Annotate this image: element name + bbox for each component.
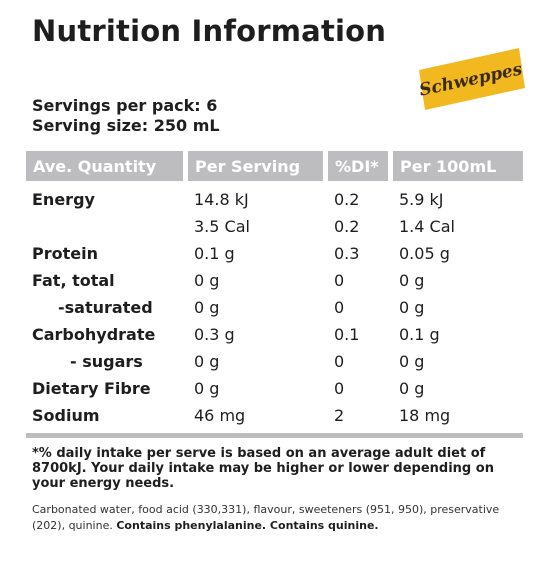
per-100ml-value: 0 g: [399, 298, 425, 317]
nutrient-name: - sugars: [70, 352, 143, 371]
daily-intake-value: 0.3: [334, 244, 360, 263]
page-title: Nutrition Information: [32, 14, 387, 48]
table-row: Energy 14.8 kJ 0.2 5.9 kJ: [26, 181, 523, 213]
daily-intake-value: 0.1: [334, 325, 360, 344]
header-per-100ml: Per 100mL: [393, 151, 523, 181]
per-serving-value: 14.8 kJ: [194, 190, 249, 209]
nutrient-name: Dietary Fibre: [32, 379, 151, 398]
ingredients-list: Carbonated water, food acid (330,331), f…: [32, 503, 500, 532]
table-row: 3.5 Cal 0.2 1.4 Cal: [26, 213, 523, 240]
per-100ml-value: 18 mg: [399, 406, 451, 425]
nutrient-name: Sodium: [32, 406, 100, 425]
daily-intake-value: 0.2: [334, 190, 360, 209]
schweppes-logo: Schweppes: [418, 48, 525, 110]
nutrient-name: -saturated: [58, 298, 153, 317]
servings-per-pack: Servings per pack: 6: [32, 96, 218, 115]
nutrition-table: Ave. Quantity Per Serving %DI* Per 100mL…: [26, 151, 523, 435]
serving-size: Serving size: 250 mL: [32, 116, 220, 135]
nutrient-name: Energy: [32, 190, 95, 209]
per-100ml-value: 5.9 kJ: [399, 190, 444, 209]
logo-badge: [419, 48, 525, 110]
table-row: Protein 0.1 g 0.3 0.05 g: [26, 240, 523, 267]
per-100ml-value: 1.4 Cal: [399, 217, 455, 236]
daily-intake-value: 2: [334, 406, 345, 425]
daily-intake-value: 0: [334, 379, 345, 398]
table-header-row: Ave. Quantity Per Serving %DI* Per 100mL: [26, 151, 523, 181]
per-100ml-value: 0.1 g: [399, 325, 440, 344]
per-serving-value: 0 g: [194, 379, 220, 398]
table-row: Carbohydrate 0.3 g 0.1 0.1 g: [26, 321, 523, 348]
nutrient-name: Carbohydrate: [32, 325, 156, 344]
per-serving-value: 0 g: [194, 352, 220, 371]
table-row: Dietary Fibre 0 g 0 0 g: [26, 375, 523, 402]
table-bottom-divider: [26, 433, 523, 438]
allergen-warning: Contains phenylalanine. Contains quinine…: [116, 519, 379, 532]
per-serving-value: 46 mg: [194, 406, 246, 425]
per-serving-value: 0 g: [194, 298, 220, 317]
daily-intake-value: 0: [334, 352, 345, 371]
per-100ml-value: 0 g: [399, 352, 425, 371]
nutrient-name: [26, 213, 188, 240]
daily-intake-value: 0.2: [334, 217, 360, 236]
daily-intake-footnote: *% daily intake per serve is based on an…: [32, 446, 494, 491]
per-serving-value: 0 g: [194, 271, 220, 290]
nutrient-name: Protein: [32, 244, 98, 263]
table-row: - sugars 0 g 0 0 g: [26, 348, 523, 375]
per-serving-value: 0.3 g: [194, 325, 235, 344]
table-row: Sodium 46 mg 2 18 mg: [26, 402, 523, 435]
ingredients-statement: Carbonated water, food acid (330,331), f…: [32, 502, 527, 534]
table-row: -saturated 0 g 0 0 g: [26, 294, 523, 321]
nutrient-name: Fat, total: [32, 271, 115, 290]
per-serving-value: 3.5 Cal: [194, 217, 250, 236]
header-per-serving: Per Serving: [188, 151, 328, 181]
daily-intake-value: 0: [334, 298, 345, 317]
per-100ml-value: 0.05 g: [399, 244, 450, 263]
header-ave-quantity: Ave. Quantity: [26, 151, 188, 181]
per-serving-value: 0.1 g: [194, 244, 235, 263]
table-row: Fat, total 0 g 0 0 g: [26, 267, 523, 294]
per-100ml-value: 0 g: [399, 379, 425, 398]
header-daily-intake: %DI*: [328, 151, 393, 181]
serving-info: Servings per pack: 6 Serving size: 250 m…: [32, 96, 220, 136]
per-100ml-value: 0 g: [399, 271, 425, 290]
daily-intake-value: 0: [334, 271, 345, 290]
